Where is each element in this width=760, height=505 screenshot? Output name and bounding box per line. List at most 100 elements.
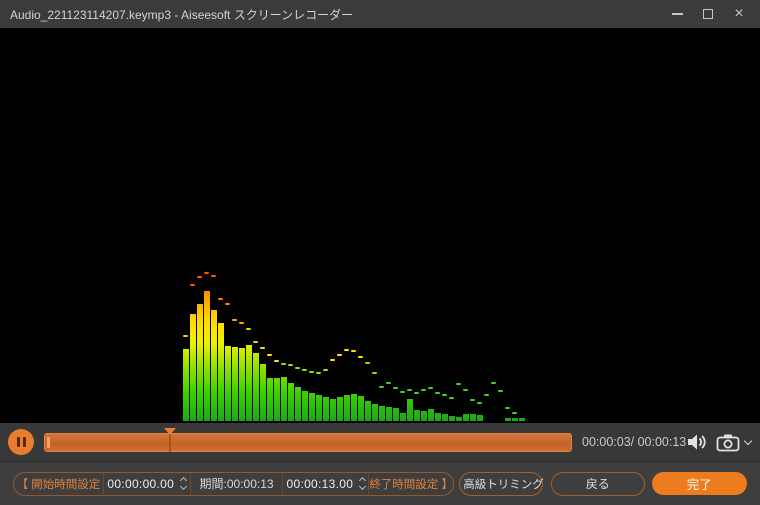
spectrum-peak-mark: [456, 383, 461, 385]
snapshot-menu-button[interactable]: [744, 436, 753, 445]
spectrum-bar: [372, 404, 378, 421]
end-time-field-wrap: 00:00:13.00: [283, 473, 368, 495]
spectrum-bar: [470, 414, 476, 421]
divider: [282, 472, 284, 495]
spectrum-peak-mark: [309, 371, 314, 373]
snapshot-button[interactable]: [716, 433, 740, 452]
divider: [368, 472, 370, 495]
pause-icon: [16, 437, 20, 447]
trim-start-handle[interactable]: [47, 436, 50, 448]
spectrum-bar: [477, 415, 483, 421]
spectrum-bar: [197, 304, 203, 421]
start-time-stepper[interactable]: [180, 476, 188, 491]
spectrum-peak-mark: [225, 303, 230, 305]
spectrum-bar: [302, 391, 308, 421]
spectrum-peak-mark: [372, 372, 377, 374]
spectrum-bar: [379, 406, 385, 421]
spectrum-peak-mark: [379, 386, 384, 388]
camera-icon: [716, 434, 740, 451]
spectrum-bar: [323, 397, 329, 421]
spectrum-peak-mark: [211, 275, 216, 277]
spectrum-bar: [239, 348, 245, 421]
spectrum-peak-mark: [421, 389, 426, 391]
playhead-marker[interactable]: [164, 427, 176, 452]
spectrum-peak-mark: [407, 389, 412, 391]
spectrum-bar: [225, 346, 231, 421]
player-control-bar: 00:00:03/ 00:00:13: [0, 423, 760, 461]
spectrum-bar: [288, 383, 294, 421]
spectrum-peak-mark: [337, 354, 342, 356]
spectrum-peak-mark: [295, 367, 300, 369]
advanced-trim-button[interactable]: 高級トリミング: [459, 471, 544, 496]
spectrum-bar: [253, 353, 259, 421]
spectrum-peak-mark: [302, 369, 307, 371]
title-bar: Audio_221123114207.keymp3 - Aiseesoft スク…: [0, 0, 760, 28]
set-end-time-button[interactable]: 終了時間設定 】: [369, 478, 454, 491]
pause-icon: [22, 437, 26, 447]
close-icon: ×: [734, 5, 744, 22]
spectrum-peak-mark: [344, 349, 349, 351]
spectrum-bar: [344, 395, 350, 421]
pause-button[interactable]: [8, 429, 34, 455]
minimize-button[interactable]: [666, 3, 688, 25]
set-start-time-button[interactable]: 【 開始時間設定: [16, 478, 101, 491]
spectrum-peak-mark: [351, 350, 356, 352]
maximize-icon: [703, 9, 713, 19]
start-time-input[interactable]: 00:00:00.00: [107, 476, 175, 491]
trim-toolbar: 【 開始時間設定 00:00:00.00 期間:00:00:13 00:00:1…: [0, 461, 760, 505]
spectrum-peak-mark: [267, 354, 272, 356]
maximize-button[interactable]: [697, 3, 719, 25]
spectrum-peak-mark: [260, 347, 265, 349]
end-time-input[interactable]: 00:00:13.00: [286, 476, 354, 491]
spectrum-bar: [449, 416, 455, 421]
spectrum-bar: [365, 401, 371, 421]
spectrum-peak-mark: [239, 322, 244, 324]
audio-spectrum-visualization: [0, 28, 760, 421]
stepper-down-icon: [359, 482, 367, 491]
spectrum-bar: [309, 393, 315, 421]
spectrum-bar: [393, 408, 399, 421]
spectrum-bar: [428, 409, 434, 421]
back-button[interactable]: 戻る: [551, 471, 645, 496]
spectrum-peak-mark: [358, 356, 363, 358]
spectrum-peak-mark: [505, 407, 510, 409]
start-time-field-wrap: 00:00:00.00: [104, 473, 190, 495]
divider: [102, 472, 104, 495]
spectrum-peak-mark: [316, 372, 321, 374]
spectrum-peak-mark: [190, 284, 195, 286]
spectrum-peak-mark: [281, 363, 286, 365]
spectrum-peak-mark: [477, 402, 482, 404]
spectrum-peak-mark: [274, 360, 279, 362]
spectrum-bar: [421, 411, 427, 421]
spectrum-bar: [260, 364, 266, 421]
spectrum-peak-mark: [442, 394, 447, 396]
playhead-triangle-icon: [164, 427, 176, 435]
spectrum-peak-mark: [232, 319, 237, 321]
spectrum-peak-mark: [470, 399, 475, 401]
close-button[interactable]: ×: [728, 3, 750, 25]
spectrum-bar: [267, 378, 273, 421]
chevron-down-icon: [744, 436, 753, 445]
spectrum-peak-mark: [330, 359, 335, 361]
audio-preview-area: [0, 28, 760, 423]
spectrum-bar: [274, 378, 280, 421]
spectrum-bar: [407, 399, 413, 421]
spectrum-bar: [316, 395, 322, 421]
spectrum-peak-mark: [491, 382, 496, 384]
volume-button[interactable]: [686, 432, 707, 452]
spectrum-peak-mark: [204, 272, 209, 274]
spectrum-bar: [505, 418, 511, 421]
spectrum-bar: [204, 291, 210, 421]
seek-bar[interactable]: [44, 427, 572, 452]
minimize-icon: [671, 13, 683, 15]
spectrum-peak-mark: [435, 392, 440, 394]
spectrum-bar: [400, 413, 406, 421]
done-button[interactable]: 完了: [651, 472, 747, 495]
time-display: 00:00:03/ 00:00:13: [582, 435, 687, 449]
speaker-icon: [688, 434, 706, 450]
spectrum-bar: [295, 387, 301, 421]
divider: [189, 472, 191, 495]
spectrum-bar: [246, 345, 252, 421]
spectrum-peak-mark: [386, 382, 391, 384]
end-time-stepper[interactable]: [359, 476, 367, 491]
